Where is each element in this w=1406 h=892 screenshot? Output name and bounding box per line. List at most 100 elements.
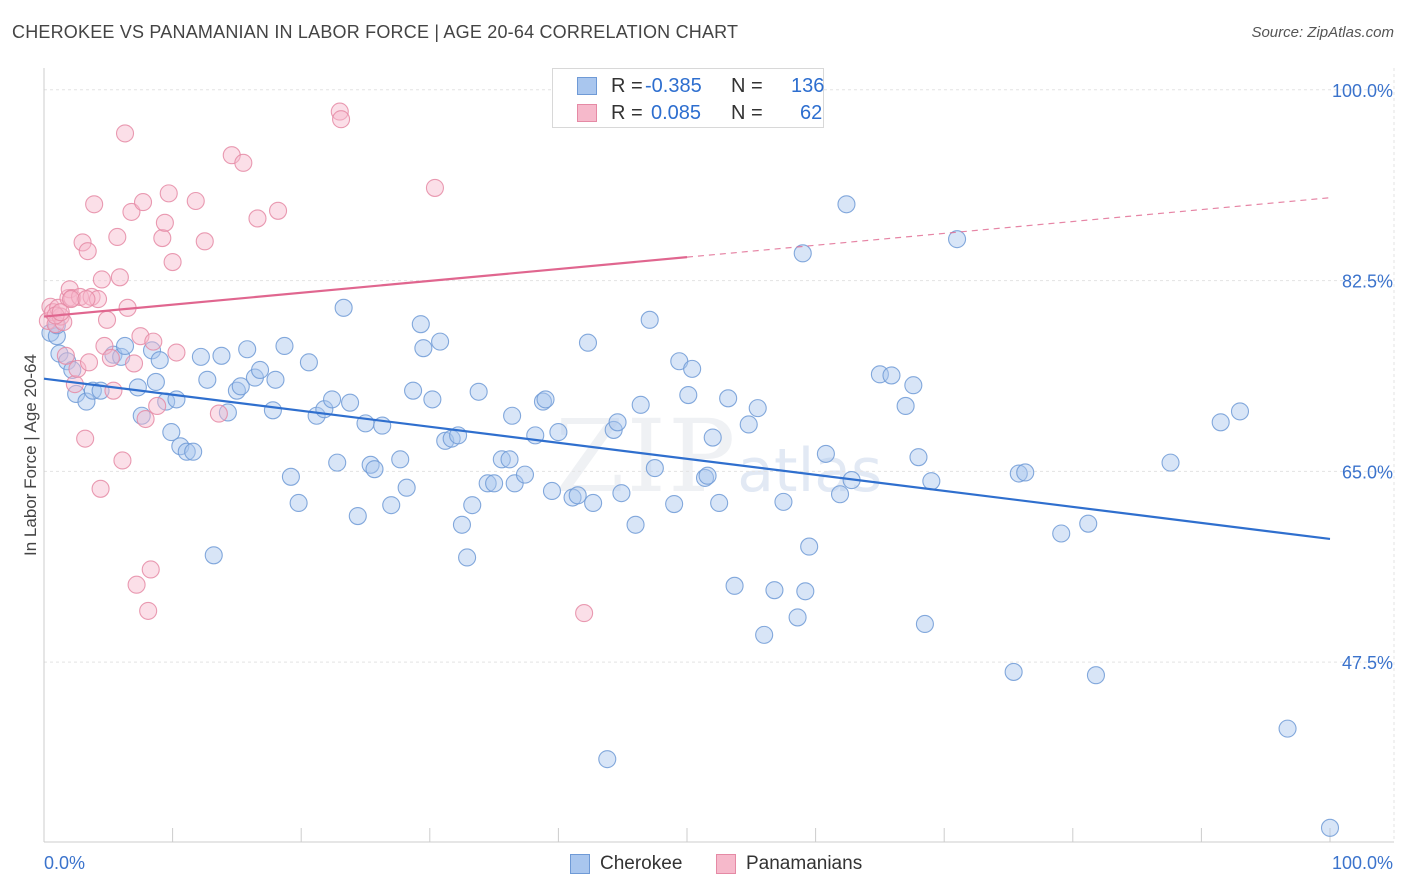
- axis-labels: 47.5% 65.0% 82.5% 100.0% 0.0% 100.0% In Labor …: [21, 81, 1393, 873]
- y-tick-label: 47.5%: [1342, 653, 1393, 673]
- bottom-legend-swatch-cherokee: [570, 854, 590, 874]
- data-point: [266, 370, 285, 389]
- data-point: [150, 351, 169, 370]
- data-point: [578, 333, 598, 352]
- data-point: [128, 378, 147, 397]
- y-axis-label: In Labor Force | Age 20-64: [21, 354, 40, 556]
- legend-swatch-panamanians: [577, 104, 597, 122]
- series-layer: [38, 102, 1340, 837]
- data-point: [1161, 453, 1180, 472]
- trend-layer: [43, 197, 1331, 541]
- watermark: ZIPatlas: [555, 398, 882, 515]
- data-point: [382, 496, 401, 515]
- data-point: [238, 340, 257, 359]
- data-point: [788, 608, 807, 627]
- data-point: [1230, 402, 1250, 421]
- data-point: [469, 382, 488, 401]
- data-point: [837, 195, 856, 214]
- data-point: [269, 201, 288, 220]
- data-point: [218, 403, 237, 422]
- data-point: [549, 423, 568, 442]
- data-point: [281, 467, 300, 486]
- data-point: [92, 270, 111, 289]
- data-point: [739, 415, 758, 434]
- data-point: [153, 229, 172, 248]
- data-point: [391, 450, 410, 469]
- data-point: [645, 459, 664, 478]
- data-point: [598, 750, 617, 769]
- data-point: [1052, 524, 1071, 543]
- data-point: [184, 442, 203, 461]
- data-point: [348, 506, 367, 526]
- data-point: [108, 227, 127, 247]
- series-cherokee: [41, 195, 1340, 837]
- data-point: [423, 390, 442, 409]
- data-point: [209, 404, 228, 423]
- data-point: [568, 486, 587, 505]
- data-point: [191, 347, 210, 366]
- data-point: [492, 450, 511, 469]
- axes: [43, 68, 1394, 843]
- data-point: [162, 423, 181, 442]
- data-point: [289, 493, 308, 513]
- data-point: [68, 359, 87, 378]
- data-point: [909, 448, 928, 467]
- data-point: [640, 310, 659, 329]
- data-point: [612, 484, 631, 503]
- data-point: [575, 604, 594, 623]
- data-point: [139, 601, 158, 620]
- data-point: [800, 537, 819, 556]
- data-point: [144, 332, 163, 351]
- data-point: [110, 268, 129, 287]
- data-point: [533, 392, 553, 411]
- watermark-atlas: atlas: [737, 436, 883, 506]
- data-point: [485, 474, 504, 493]
- data-point: [542, 481, 562, 501]
- grid-lines: [44, 68, 1395, 842]
- data-point: [365, 460, 384, 479]
- data-point: [263, 401, 282, 420]
- data-point: [796, 582, 815, 601]
- trend-line: [43, 377, 1331, 541]
- data-point: [146, 372, 165, 392]
- data-point: [85, 195, 104, 214]
- data-point: [79, 353, 99, 372]
- data-point: [204, 546, 223, 565]
- data-point: [896, 396, 915, 415]
- data-point: [330, 102, 349, 121]
- legend-r-value: 0.085: [651, 102, 702, 124]
- y-tick-label: 100.0%: [1332, 81, 1393, 101]
- legend-n-value: 136: [791, 75, 825, 97]
- data-point: [948, 230, 967, 249]
- data-point: [703, 428, 722, 447]
- data-point: [177, 442, 196, 461]
- data-point: [748, 399, 767, 418]
- data-point: [922, 472, 941, 491]
- y-tick-label: 82.5%: [1342, 272, 1393, 292]
- data-point: [665, 495, 684, 514]
- data-point: [115, 336, 135, 356]
- data-point: [83, 381, 102, 400]
- data-point: [76, 429, 95, 448]
- data-point: [683, 359, 702, 378]
- data-point: [500, 450, 519, 469]
- legend-r-value: -0.385: [645, 75, 702, 97]
- data-point: [78, 242, 97, 261]
- data-point: [695, 468, 715, 487]
- data-point: [198, 370, 217, 389]
- data-point: [77, 392, 96, 411]
- data-point: [915, 614, 934, 634]
- data-point: [458, 548, 477, 567]
- data-point: [515, 465, 535, 484]
- data-point: [904, 376, 923, 395]
- data-point: [882, 366, 901, 385]
- data-point: [141, 560, 160, 579]
- data-point: [1016, 463, 1035, 482]
- data-point: [719, 389, 738, 408]
- x-tick-label-start: 0.0%: [44, 853, 85, 873]
- data-point: [1079, 514, 1098, 533]
- data-point: [332, 110, 351, 129]
- data-point: [167, 343, 186, 362]
- data-point: [104, 381, 123, 400]
- data-point: [63, 288, 82, 308]
